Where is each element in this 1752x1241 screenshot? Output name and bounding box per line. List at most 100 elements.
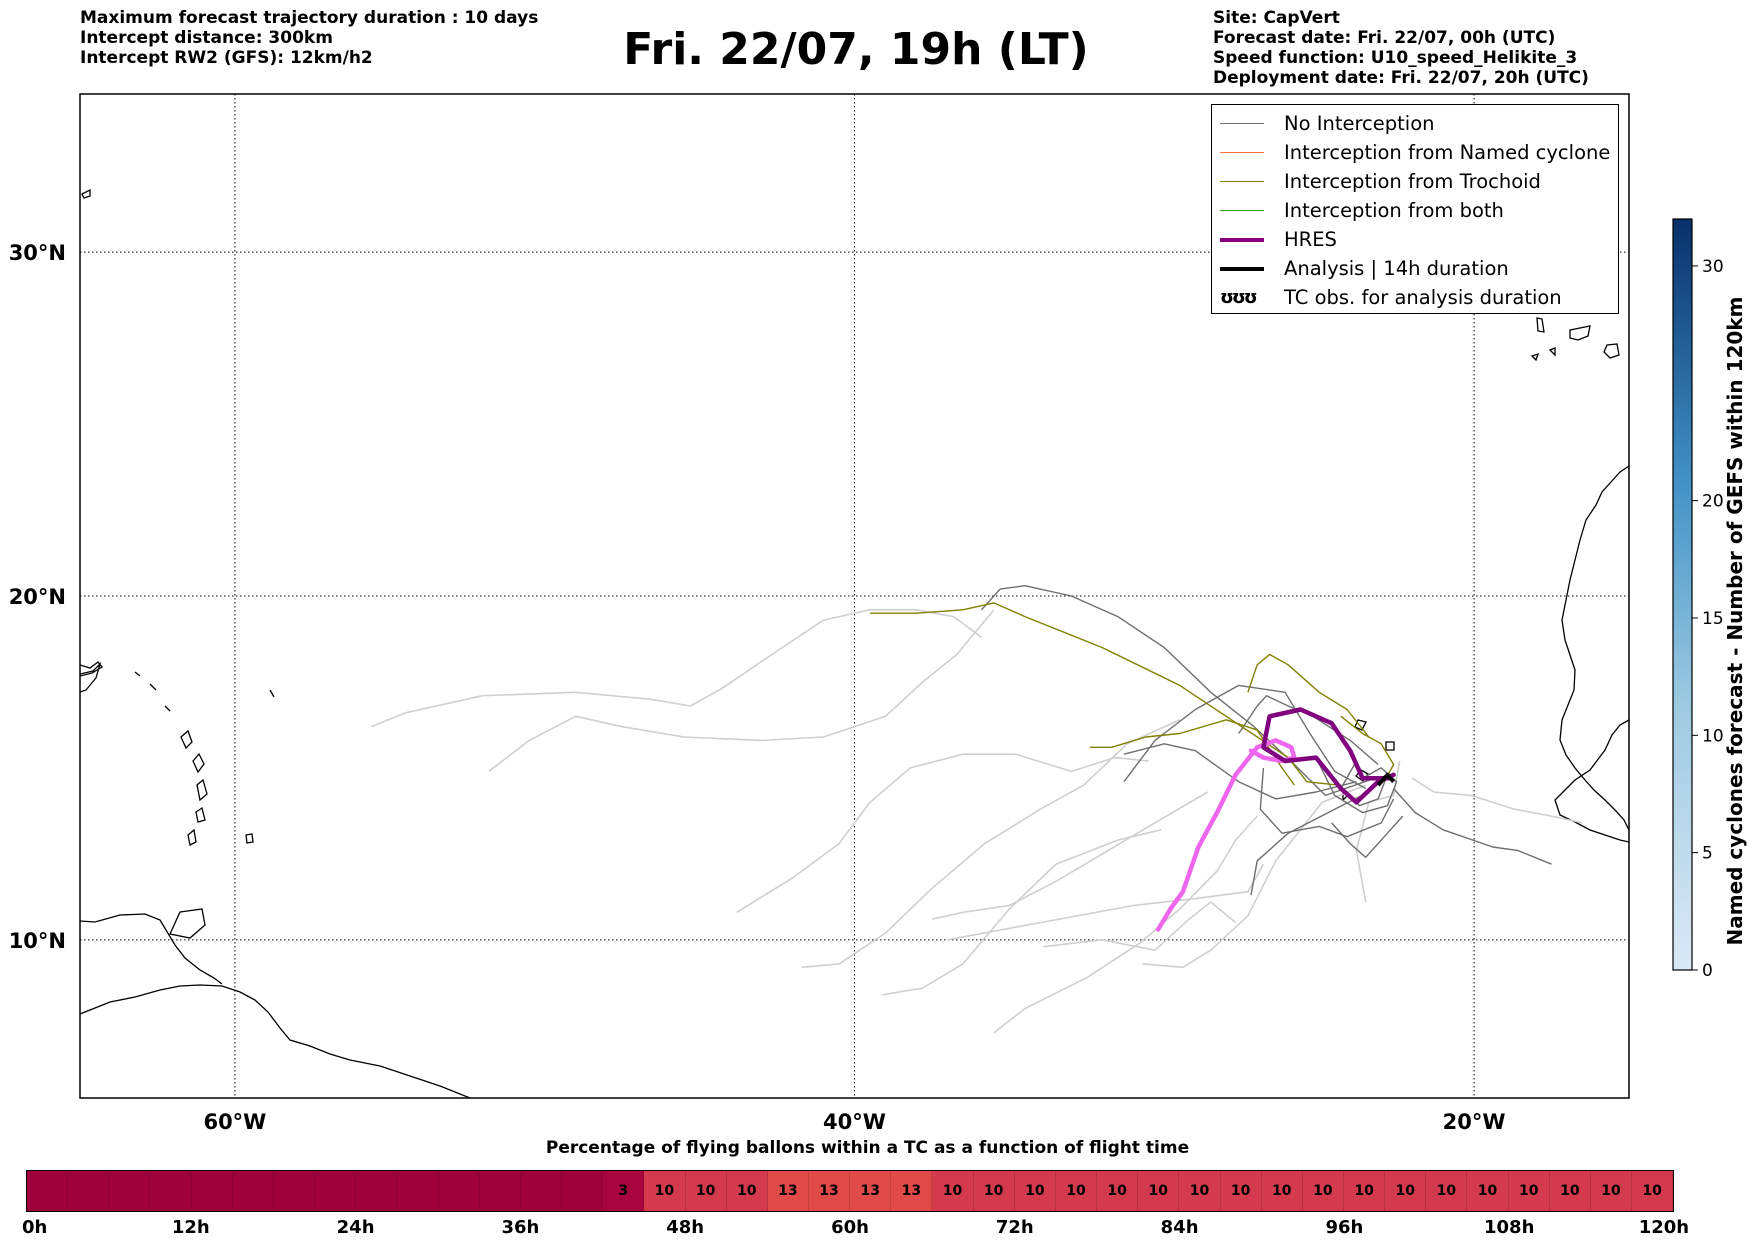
timebar-cell bbox=[397, 1171, 439, 1211]
speed-function-text: Speed function: U10_speed_Helikite_3 bbox=[1213, 48, 1578, 68]
trajectory-line bbox=[1250, 791, 1370, 896]
colorbar-tick-label: 15 bbox=[1702, 609, 1724, 629]
timebar-cell: 10 bbox=[644, 1171, 686, 1211]
legend-swatch bbox=[1220, 210, 1264, 211]
timebar-cell: 10 bbox=[1220, 1171, 1262, 1211]
timebar-cell: 10 bbox=[1590, 1171, 1633, 1211]
colorbar-ticks: 0 5 10 15 20 30 bbox=[1692, 257, 1724, 981]
timebar-cell bbox=[315, 1171, 357, 1211]
timebar-cell: 10 bbox=[1261, 1171, 1303, 1211]
timebar-cell: 10 bbox=[1385, 1171, 1427, 1211]
timebar-cell: 10 bbox=[685, 1171, 727, 1211]
legend-label: Interception from Trochoid bbox=[1284, 170, 1541, 193]
trajectory-line bbox=[1340, 760, 1389, 807]
trajectory-line bbox=[870, 602, 1338, 786]
trajectory-line bbox=[736, 753, 1149, 913]
bahamas-islets bbox=[134, 671, 275, 712]
legend-item-trochoid: Interception from Trochoid bbox=[1220, 167, 1618, 196]
map-legend: No Interception Interception from Named … bbox=[1211, 104, 1619, 314]
cyclone-symbol-icon: ʊʊʊ bbox=[1220, 287, 1258, 308]
legend-label: Interception from both bbox=[1284, 199, 1504, 222]
trajectory-line bbox=[1259, 767, 1395, 838]
max-duration-text: Maximum forecast trajectory duration : 1… bbox=[80, 8, 539, 28]
timebar-tick-label: 120h bbox=[1638, 1217, 1690, 1238]
trajectory-line bbox=[1043, 901, 1237, 952]
timebar-tick-label: 96h bbox=[1325, 1217, 1364, 1238]
legend-label: TC obs. for analysis duration bbox=[1284, 286, 1562, 309]
legend-label: Analysis | 14h duration bbox=[1284, 257, 1509, 280]
trajectory-line bbox=[1238, 695, 1379, 766]
venezuela-coast bbox=[80, 913, 223, 985]
colorbar-tick-label: 10 bbox=[1702, 726, 1724, 746]
timebar-cell bbox=[562, 1171, 604, 1211]
trajectory-line bbox=[931, 791, 1209, 920]
legend-item-both: Interception from both bbox=[1220, 196, 1618, 225]
graticule-grid bbox=[80, 94, 1629, 1098]
timebar-cell bbox=[150, 1171, 192, 1211]
timebar-title: Percentage of flying ballons within a TC… bbox=[545, 1138, 1190, 1158]
colorbar-gradient bbox=[1672, 218, 1693, 971]
timebar-tick-label: 48h bbox=[666, 1217, 705, 1238]
deployment-date-text: Deployment date: Fri. 22/07, 20h (UTC) bbox=[1213, 68, 1589, 88]
timebar-cell: 10 bbox=[1138, 1171, 1180, 1211]
timebar-cell bbox=[356, 1171, 398, 1211]
hres-track bbox=[1261, 707, 1396, 805]
timebar-cell bbox=[438, 1171, 480, 1211]
tracks-trochoid-interception bbox=[870, 602, 1395, 786]
coastlines bbox=[80, 188, 1629, 1098]
timebar-cell: 10 bbox=[1097, 1171, 1139, 1211]
south-america-coast bbox=[80, 984, 471, 1098]
map-frame bbox=[79, 93, 1630, 1099]
timebar-cell: 10 bbox=[1179, 1171, 1221, 1211]
header-info-right: Site: CapVert Forecast date: Fri. 22/07,… bbox=[1213, 8, 1589, 88]
trajectory-line bbox=[947, 863, 1265, 941]
legend-label: No Interception bbox=[1284, 112, 1435, 135]
trajectory-line bbox=[1247, 653, 1370, 738]
timebar-cell bbox=[27, 1171, 69, 1211]
timebar-tick-label: 84h bbox=[1160, 1217, 1199, 1238]
longitude-tick-label: 60°W bbox=[203, 1110, 266, 1134]
timebar-cell bbox=[479, 1171, 521, 1211]
trajectory-line bbox=[980, 585, 1376, 797]
latitude-tick-label: 20°N bbox=[9, 585, 66, 609]
tracks-no-interception bbox=[980, 585, 1552, 896]
legend-item-hres: HRES bbox=[1220, 225, 1618, 254]
header-info-left: Maximum forecast trajectory duration : 1… bbox=[80, 8, 538, 68]
timebar-cell: 10 bbox=[1344, 1171, 1386, 1211]
timebar-cell bbox=[109, 1171, 151, 1211]
legend-label: Interception from Named cyclone bbox=[1284, 141, 1611, 164]
canary-islands bbox=[1530, 317, 1620, 362]
trajectory-line bbox=[1331, 815, 1404, 858]
trajectory-line bbox=[1393, 788, 1552, 865]
timebar-cell: 10 bbox=[1055, 1171, 1098, 1211]
timebar-tick-label: 0h bbox=[22, 1217, 48, 1238]
analysis-track bbox=[1376, 772, 1396, 787]
legend-item-tc-obs: ʊʊʊ TC obs. for analysis duration bbox=[1220, 283, 1618, 312]
longitude-tick-label: 20°W bbox=[1443, 1110, 1506, 1134]
colorbar-tick-label: 5 bbox=[1702, 844, 1713, 864]
colorbar-tick-label: 30 bbox=[1702, 257, 1724, 277]
timebar-tick-label: 72h bbox=[995, 1217, 1034, 1238]
timebar-cell: 13 bbox=[891, 1171, 933, 1211]
trajectory-line bbox=[1411, 777, 1583, 824]
lesser-antilles bbox=[81, 188, 254, 846]
timebar-cell: 13 bbox=[850, 1171, 892, 1211]
timebar-tick-label: 36h bbox=[501, 1217, 540, 1238]
trajectory-line bbox=[1315, 757, 1398, 814]
timebar-cell: 10 bbox=[1014, 1171, 1056, 1211]
timebar-tick-label: 60h bbox=[831, 1217, 869, 1238]
timebar-tick-label: 108h bbox=[1483, 1217, 1535, 1238]
map-axis-labels: 60°W 40°W 20°W 10°N 20°N 30°N bbox=[9, 241, 1506, 1134]
legend-item-analysis: Analysis | 14h duration bbox=[1220, 254, 1618, 283]
trajectory-line bbox=[801, 719, 1181, 969]
timebar-cell: 10 bbox=[1426, 1171, 1468, 1211]
timebar-tick-label: 12h bbox=[171, 1217, 210, 1238]
timebar-cell bbox=[232, 1171, 274, 1211]
legend-swatch bbox=[1220, 152, 1264, 153]
trinidad bbox=[169, 908, 206, 939]
timebar-cell: 3 bbox=[603, 1171, 645, 1211]
longitude-tick-label: 40°W bbox=[823, 1110, 886, 1134]
trajectory-line bbox=[370, 608, 982, 728]
hispaniola bbox=[80, 661, 102, 693]
timebar-cell: 10 bbox=[932, 1171, 974, 1211]
